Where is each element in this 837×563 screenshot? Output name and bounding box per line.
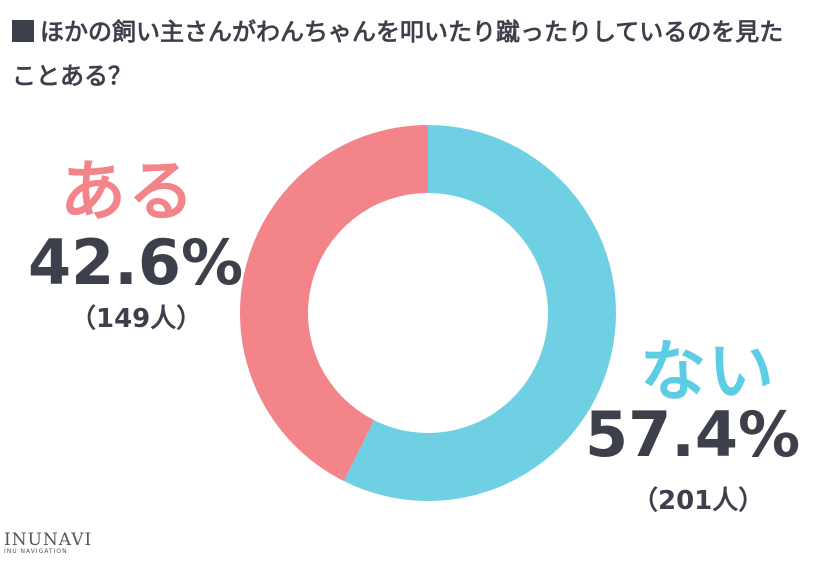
- slice-count-no: （201人）: [632, 486, 765, 516]
- brand-tagline: INU NAVIGATION: [4, 548, 68, 555]
- slice-percent-no: 57.4%: [585, 398, 801, 471]
- chart-title: ほかの飼い主さんがわんちゃんを叩いたり蹴ったりしているのを見たことある？: [12, 10, 802, 98]
- slice-label-no: ない: [640, 333, 776, 410]
- slice-count-yes: （149人）: [70, 304, 203, 334]
- brand-logo: INUNAVI INU NAVIGATION: [4, 530, 92, 555]
- brand-name: INUNAVI: [4, 530, 93, 550]
- chart-title-text: ほかの飼い主さんがわんちゃんを叩いたり蹴ったりしているのを見たことある？: [12, 18, 784, 90]
- slice-percent-yes: 42.6%: [28, 226, 244, 299]
- square-bullet-icon: [12, 20, 34, 42]
- slice-label-yes: ある: [60, 153, 196, 230]
- slice-yes: [240, 125, 428, 482]
- slice-no: [343, 125, 617, 501]
